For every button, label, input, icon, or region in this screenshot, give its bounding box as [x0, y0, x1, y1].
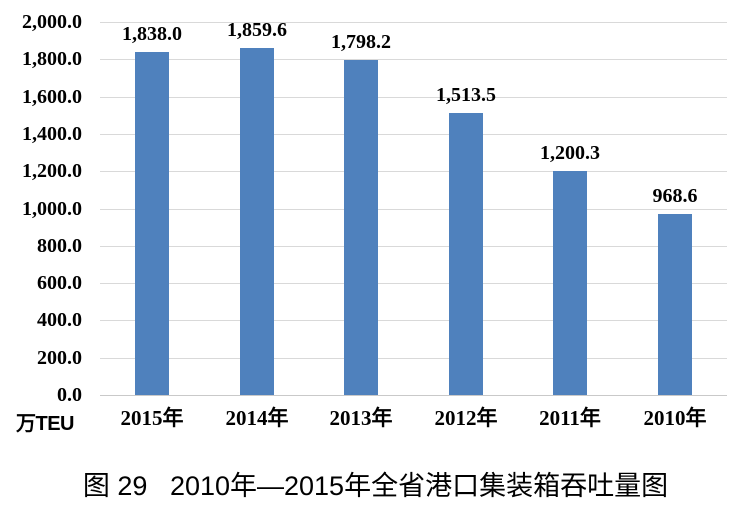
bar [240, 48, 274, 395]
y-axis-tick-label: 1,000.0 [22, 198, 82, 220]
bar [344, 60, 378, 395]
gridline [100, 358, 727, 359]
x-axis-category-label: 2012年 [434, 406, 498, 430]
bar-value-label: 1,859.6 [227, 19, 287, 41]
bar-value-label: 1,200.3 [540, 142, 600, 164]
gridline [100, 134, 727, 135]
gridline [100, 59, 727, 60]
y-axis-tick-label: 1,400.0 [22, 123, 82, 145]
y-axis-unit-label: 万TEU [16, 413, 75, 435]
y-axis-tick-label: 600.0 [37, 272, 82, 294]
gridline [100, 320, 727, 321]
bar [658, 214, 692, 395]
gridline [100, 209, 727, 210]
gridline [100, 22, 727, 23]
y-axis-tick-label: 0.0 [57, 384, 82, 406]
y-axis-tick-label: 1,800.0 [22, 48, 82, 70]
bar-value-label: 1,838.0 [122, 23, 182, 45]
x-axis-category-label: 2015年 [120, 406, 184, 430]
y-axis-tick-label: 1,200.0 [22, 160, 82, 182]
x-axis-category-label: 2013年 [329, 406, 393, 430]
x-axis-category-label: 2014年 [225, 406, 289, 430]
gridline [100, 246, 727, 247]
x-axis-line [100, 395, 727, 396]
gridline [100, 97, 727, 98]
bar [449, 113, 483, 395]
gridline [100, 171, 727, 172]
x-axis-category-label: 2010年 [643, 406, 707, 430]
bar [553, 171, 587, 395]
bar-value-label: 1,798.2 [331, 31, 391, 53]
figure-caption: 图 29 2010年—2015年全省港口集装箱吞吐量图 [82, 471, 669, 501]
y-axis-tick-label: 200.0 [37, 347, 82, 369]
bar-value-label: 968.6 [652, 185, 698, 207]
y-axis-tick-label: 1,600.0 [22, 86, 82, 108]
bar [135, 52, 169, 395]
gridline [100, 283, 727, 284]
y-axis-tick-label: 2,000.0 [22, 11, 82, 33]
bar-value-label: 1,513.5 [436, 84, 496, 106]
x-axis-category-label: 2011年 [539, 406, 601, 430]
y-axis-tick-label: 400.0 [37, 309, 82, 331]
y-axis-tick-label: 800.0 [37, 235, 82, 257]
